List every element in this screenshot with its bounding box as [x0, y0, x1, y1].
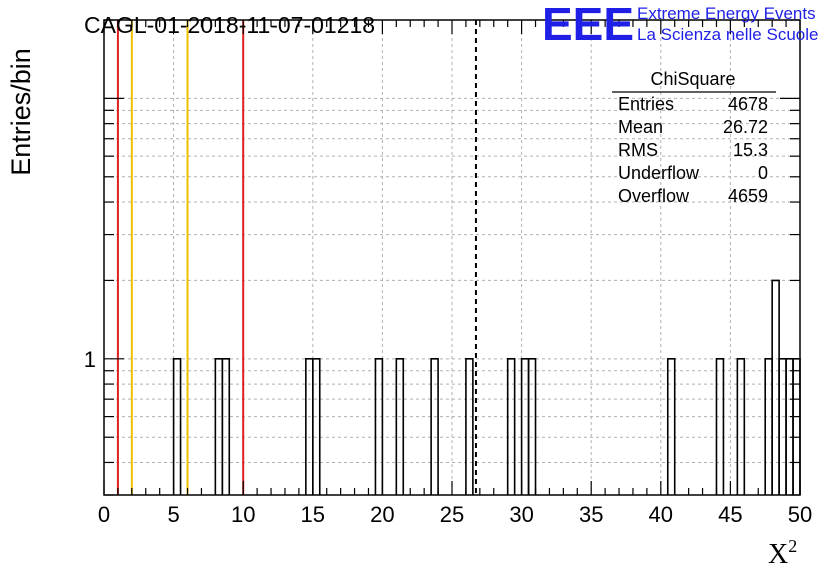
- histogram-title: CAGL-01-2018-11-07-01218: [84, 12, 375, 38]
- x-tick-label-0: 0: [98, 502, 110, 527]
- eee-logo-mark: EEE: [542, 0, 634, 50]
- stats-value-underflow: 0: [758, 163, 768, 183]
- stats-label-underflow: Underflow: [618, 163, 700, 183]
- stats-value-overflow: 4659: [728, 186, 768, 206]
- stats-value-entries: 4678: [728, 94, 768, 114]
- x-tick-label-25: 25: [440, 502, 464, 527]
- x-tick-label-10: 10: [231, 502, 255, 527]
- plot-frame: [103, 19, 801, 496]
- histogram-bin-14: [736, 358, 746, 495]
- y-axis-label: Entries/bin: [6, 48, 36, 176]
- histogram-bin-2: [221, 358, 231, 495]
- histogram-bin-5: [374, 358, 384, 495]
- stats-value-mean: 26.72: [723, 117, 768, 137]
- histogram-bin-12: [666, 358, 676, 495]
- stats-value-rms: 15.3: [733, 140, 768, 160]
- x-tick-label-30: 30: [509, 502, 533, 527]
- x-tick-label-20: 20: [370, 502, 394, 527]
- histogram-bin-13: [715, 358, 725, 495]
- stats-label-rms: RMS: [618, 140, 658, 160]
- x-tick-label-45: 45: [718, 502, 742, 527]
- stats-name: ChiSquare: [650, 69, 735, 89]
- histogram-bin-9: [506, 358, 516, 495]
- x-tick-label-50: 50: [788, 502, 812, 527]
- x-axis-label-base: X: [768, 539, 788, 570]
- histogram-bin-8: [465, 358, 474, 495]
- x-tick-label-5: 5: [167, 502, 179, 527]
- histogram-bin-7: [430, 358, 439, 495]
- axis-ticks: 0 5 10 15 20 25 30 35 40 45 50 1: [84, 19, 812, 527]
- x-axis-label: X2: [768, 536, 797, 570]
- histogram-bin-4: [312, 358, 321, 495]
- stats-label-overflow: Overflow: [618, 186, 690, 206]
- histogram-bin-11: [527, 358, 537, 495]
- histogram-bin-6: [395, 358, 405, 495]
- eee-logo-line2: La Scienza nelle Scuole: [637, 25, 818, 44]
- eee-logo-line1: Extreme Energy Events: [637, 4, 816, 23]
- x-axis-label-superscript: 2: [788, 536, 797, 556]
- stats-label-mean: Mean: [618, 117, 663, 137]
- stats-label-entries: Entries: [618, 94, 674, 114]
- reference-lines: [116, 20, 477, 495]
- x-tick-label-40: 40: [649, 502, 673, 527]
- y-tick-label-1: 1: [84, 347, 96, 372]
- stats-box: ChiSquare Entries 4678 Mean 26.72 RMS 15…: [612, 69, 776, 206]
- histogram-bin-0: [172, 358, 182, 495]
- x-tick-label-35: 35: [579, 502, 603, 527]
- x-tick-label-15: 15: [301, 502, 325, 527]
